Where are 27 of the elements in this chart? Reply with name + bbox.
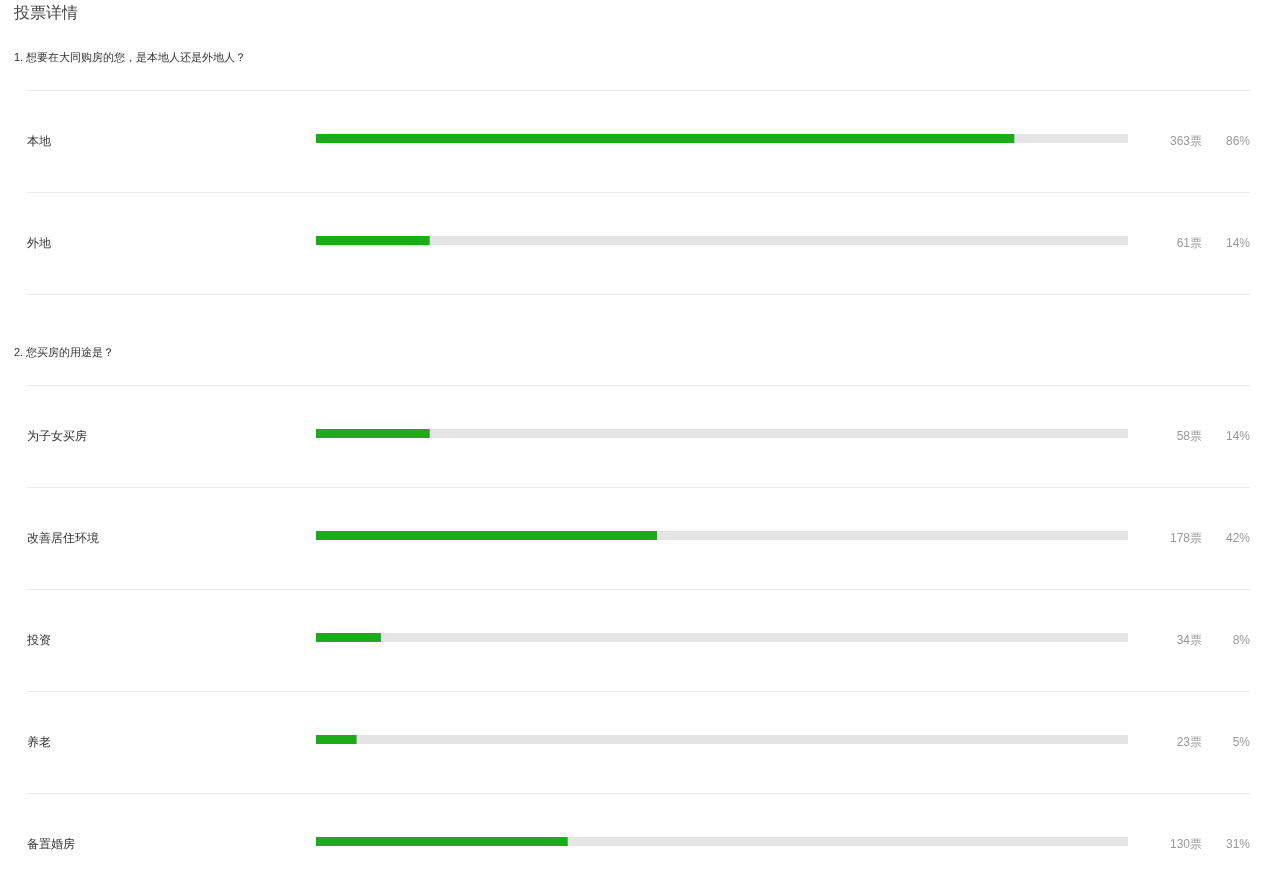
text: 23票 bbox=[1176, 735, 1202, 749]
y-tick-label: 备置婚房 bbox=[27, 837, 75, 851]
bar bbox=[316, 633, 381, 642]
y-tick-label: 为子女买房 bbox=[27, 429, 87, 443]
y-tick-label: 外地 bbox=[27, 236, 51, 250]
data-label: 5% bbox=[1232, 735, 1251, 749]
data-label: 31% bbox=[1225, 837, 1251, 851]
data-label: 42% bbox=[1225, 531, 1251, 545]
data-label: 86% bbox=[1225, 134, 1251, 148]
text: 34票 bbox=[1176, 633, 1202, 647]
text: 178票 bbox=[1169, 531, 1202, 545]
text: 58票 bbox=[1176, 429, 1202, 443]
text: 130票 bbox=[1169, 837, 1202, 851]
text: 363票 bbox=[1169, 134, 1202, 148]
text: 2. 您买房的用途是？ bbox=[14, 346, 115, 358]
data-label: 14% bbox=[1225, 236, 1251, 250]
text: 61票 bbox=[1176, 236, 1202, 250]
y-tick-label: 本地 bbox=[27, 134, 51, 148]
y-tick-label: 养老 bbox=[27, 735, 51, 749]
y-tick-label: 投资 bbox=[26, 633, 51, 647]
bar bbox=[316, 735, 357, 744]
y-tick-label: 改善居住环境 bbox=[27, 531, 99, 545]
data-label: 8% bbox=[1232, 633, 1251, 647]
text: 投票详情 bbox=[13, 3, 78, 21]
text: 1. 想要在大同购房的您，是本地人还是外地人？ bbox=[14, 51, 247, 63]
bar bbox=[316, 429, 430, 438]
data-label: 14% bbox=[1225, 429, 1251, 443]
